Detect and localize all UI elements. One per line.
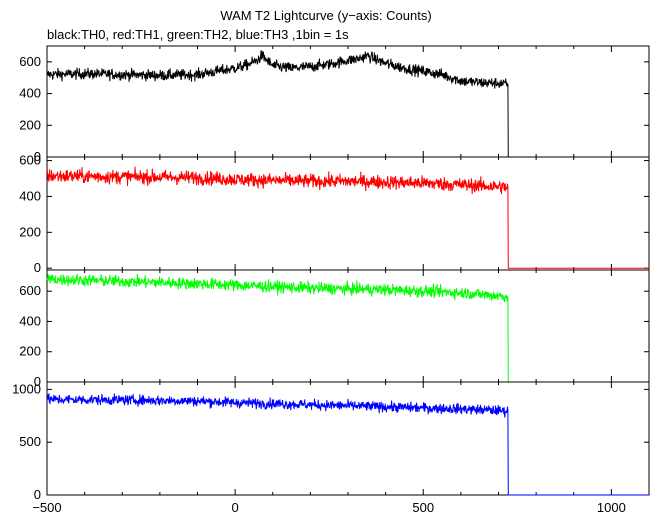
y-tick-label: 500 xyxy=(19,434,41,449)
series-line-th3 xyxy=(46,393,649,496)
y-tick-label: 400 xyxy=(19,188,41,203)
y-tick-label: 400 xyxy=(19,313,41,328)
x-tick-label: −500 xyxy=(32,500,61,515)
y-tick-label: 0 xyxy=(34,374,41,389)
x-tick-label: 0 xyxy=(232,500,239,515)
y-tick-label: 400 xyxy=(19,86,41,101)
y-tick-label: 600 xyxy=(19,153,41,168)
series-line-th2 xyxy=(46,274,649,383)
y-tick-label: 600 xyxy=(19,283,41,298)
y-tick-label: 200 xyxy=(19,224,41,239)
y-tick-label: 600 xyxy=(19,54,41,69)
y-tick-label: 0 xyxy=(34,487,41,502)
chart-title: WAM T2 Lightcurve (y−axis: Counts) xyxy=(220,8,432,23)
chart-subtitle: black:TH0, red:TH1, green:TH2, blue:TH3 … xyxy=(47,27,349,42)
y-tick-label: 0 xyxy=(34,260,41,275)
series-line-th1 xyxy=(46,166,649,269)
y-tick-label: 200 xyxy=(19,344,41,359)
y-tick-label: 200 xyxy=(19,117,41,132)
y-tick-label: 0 xyxy=(34,149,41,164)
x-tick-label: 1000 xyxy=(597,500,626,515)
y-tick-label: 1000 xyxy=(12,381,41,396)
series-line-th0 xyxy=(46,50,649,158)
x-tick-label: 500 xyxy=(412,500,434,515)
